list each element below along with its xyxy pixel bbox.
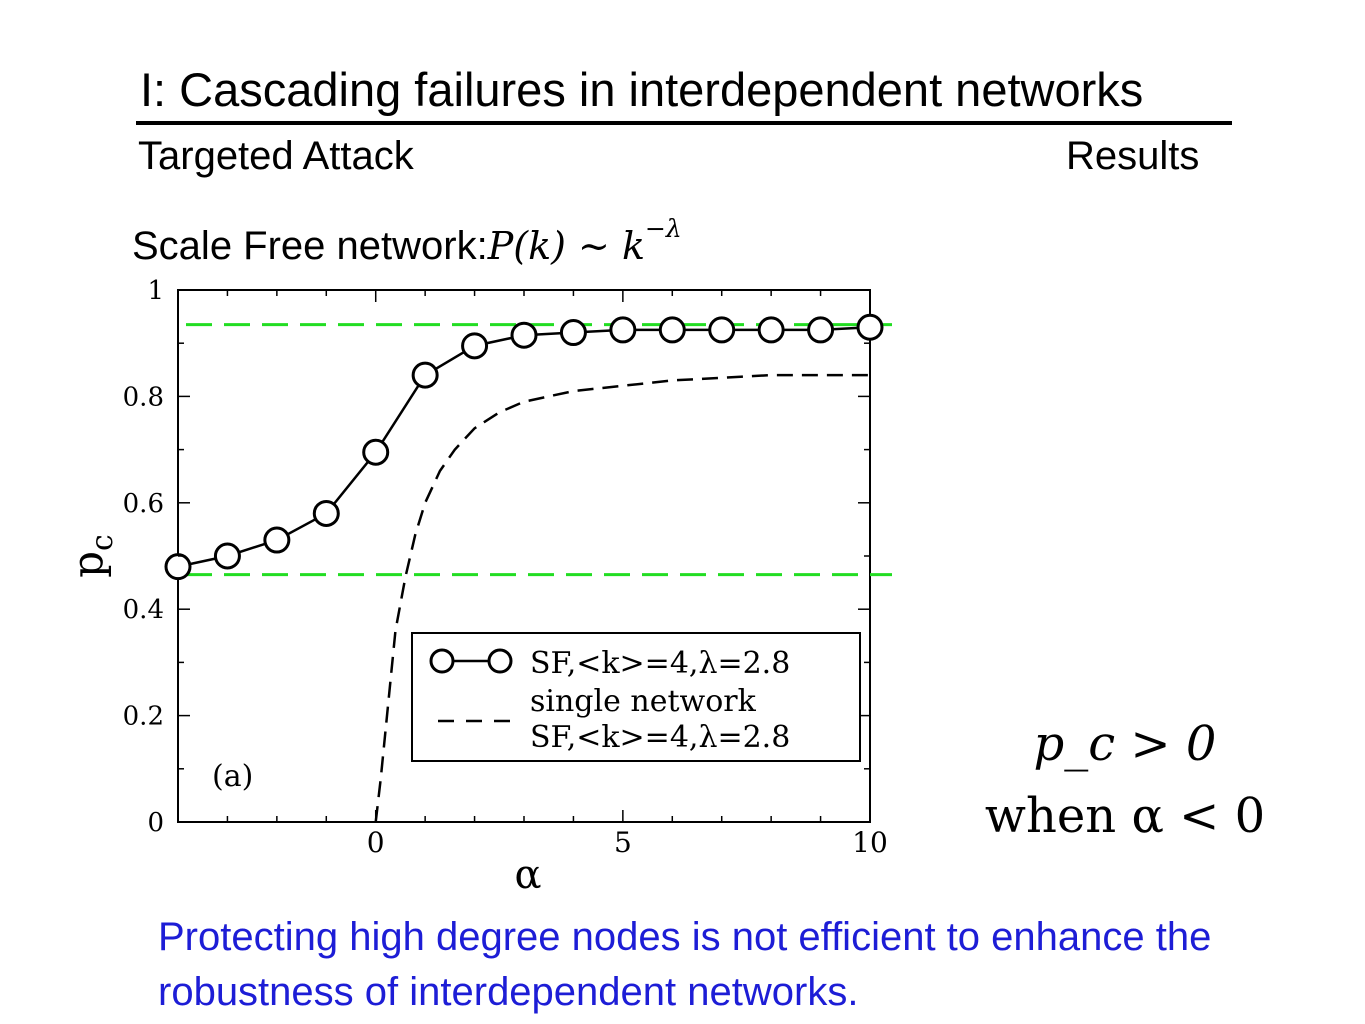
conclusion-message: Protecting high degree nodes is not effi…: [158, 915, 1212, 1014]
network-formula-exponent: −λ: [644, 214, 682, 243]
data-point-circle: [164, 553, 192, 581]
y-tick-label: 0: [147, 808, 164, 838]
network-label: Scale Free network:: [132, 224, 488, 268]
title-underline: [136, 121, 1232, 125]
data-point-circle: [658, 316, 686, 344]
data-point-circle: [510, 321, 538, 349]
network-definition: Scale Free network:P(k) ∼ k−λ: [132, 214, 682, 269]
data-point-circle: [559, 319, 587, 347]
x-tick-label: 0: [367, 826, 385, 859]
network-formula: P(k) ∼ k−λ: [487, 214, 682, 268]
subtitle-right: Results: [1066, 134, 1200, 178]
data-point-circle: [312, 499, 340, 527]
series-layer: [164, 313, 884, 823]
y-axis-label-base: p: [63, 551, 112, 578]
y-axis-label: pc: [63, 534, 120, 578]
data-point-circle: [609, 316, 637, 344]
x-tick-label: 5: [614, 826, 632, 859]
data-point-circle: [362, 438, 390, 466]
panel-label: (a): [212, 759, 253, 794]
data-point-circle: [213, 542, 241, 570]
legend-label-single-network-params: SF,<k>=4,λ=2.8: [530, 720, 790, 755]
legend-box: [411, 632, 861, 762]
data-point-circle: [807, 316, 835, 344]
subtitle-left: Targeted Attack: [138, 134, 414, 178]
y-axis-label-subscript: c: [85, 534, 120, 551]
y-tick-label: 1: [147, 276, 164, 306]
y-tick-label: 0.4: [123, 595, 164, 625]
legend-swatch-circle: [487, 648, 513, 674]
legend-swatch-circle: [429, 648, 455, 674]
data-point-circle: [708, 316, 736, 344]
x-tick-label: 10: [852, 826, 888, 859]
slide-title: I: Cascading failures in interdependent …: [140, 63, 1144, 116]
y-tick-label: 0.8: [123, 382, 164, 412]
data-point-circle: [263, 526, 291, 554]
y-tick-label: 0.6: [123, 489, 164, 519]
data-point-circle: [411, 361, 439, 389]
data-point-circle: [757, 316, 785, 344]
network-formula-base: P(k) ∼ k: [487, 224, 645, 268]
data-point-circle: [856, 313, 884, 341]
y-tick-label: 0.2: [123, 702, 164, 732]
condition-line1: p_c > 0: [1033, 716, 1217, 772]
tick-layer: 0 5 10 0 0.2 0.4 0.6 0.8 1: [123, 276, 888, 859]
legend-label-interdependent: SF,<k>=4,λ=2.8: [530, 646, 790, 681]
condition-line2: when α < 0: [984, 788, 1266, 844]
x-axis-label: α: [514, 852, 541, 898]
condition-statement: p_c > 0 when α < 0: [960, 708, 1290, 852]
data-point-circle: [461, 332, 489, 360]
reference-lines: [186, 323, 892, 577]
pc-vs-alpha-chart: 0 5 10 0 0.2 0.4 0.6 0.8 1 SF,<k>=4,λ=2.8single …: [63, 276, 892, 898]
series-line-single-network: [374, 373, 870, 823]
legend-label-single-network: single network: [530, 684, 757, 719]
